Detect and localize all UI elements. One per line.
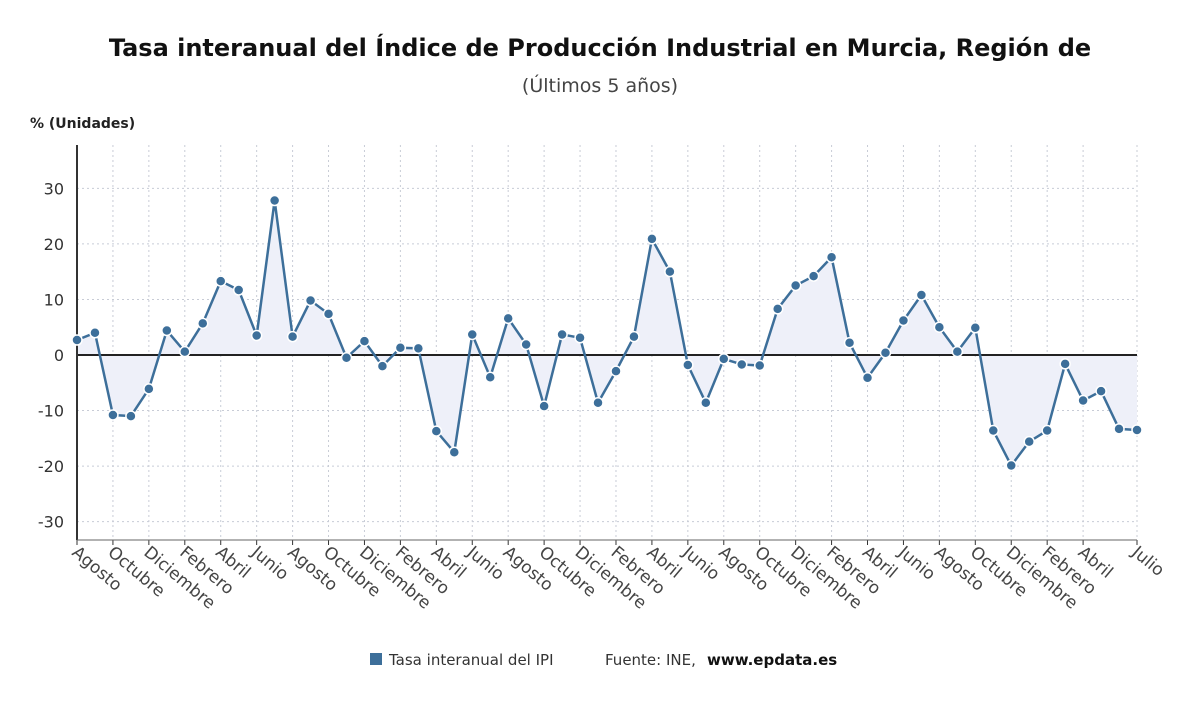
data-point	[897, 314, 910, 327]
data-point	[520, 338, 532, 351]
data-point	[448, 446, 461, 458]
data-point	[430, 425, 443, 437]
data-point	[268, 194, 281, 207]
data-point	[125, 410, 137, 422]
data-point	[915, 289, 928, 301]
source-url: www.epdata.es	[707, 651, 837, 669]
data-point	[71, 334, 83, 346]
data-point	[250, 329, 263, 342]
data-point	[466, 328, 479, 341]
data-point	[107, 409, 119, 421]
data-point	[376, 360, 389, 372]
data-point	[1113, 423, 1125, 435]
data-point	[682, 359, 694, 371]
data-point	[987, 424, 1000, 437]
y-tick-label: -20	[38, 457, 64, 476]
data-point	[825, 251, 838, 263]
data-point	[718, 353, 730, 365]
legend-swatch	[370, 653, 382, 665]
data-point	[753, 359, 766, 372]
data-point	[951, 345, 964, 358]
y-tick-label: 0	[54, 346, 64, 365]
data-point	[807, 270, 820, 282]
data-point	[484, 371, 496, 383]
data-point	[322, 308, 335, 320]
legend-label: Tasa interanual del IPI	[388, 651, 554, 669]
data-point	[143, 383, 155, 395]
data-point	[556, 328, 568, 341]
x-tick-label: Junio	[893, 542, 939, 585]
data-point	[412, 342, 425, 355]
data-point	[1023, 435, 1035, 448]
data-point	[574, 332, 586, 344]
data-point	[789, 279, 802, 292]
source-label: Fuente: INE,	[605, 651, 696, 669]
data-point	[592, 397, 604, 409]
x-tick-label: Julio	[1127, 542, 1168, 581]
data-point	[179, 345, 191, 358]
data-point	[286, 330, 299, 343]
data-point	[358, 335, 371, 347]
data-point	[771, 303, 784, 315]
data-point	[1131, 424, 1143, 436]
data-point	[1059, 358, 1071, 370]
y-tick-label: 10	[44, 290, 64, 309]
y-tick-label: 30	[44, 179, 64, 198]
legend: Tasa interanual del IPI Fuente: INE, www…	[370, 651, 837, 669]
data-point	[646, 233, 658, 245]
y-axis-label: % (Unidades)	[30, 116, 135, 132]
data-point	[628, 330, 640, 343]
data-point	[700, 397, 712, 409]
data-point	[89, 327, 101, 339]
data-point	[1077, 394, 1089, 407]
data-point	[969, 322, 982, 334]
data-point	[735, 358, 748, 371]
x-tick-label: Junio	[247, 542, 293, 585]
data-point	[1095, 385, 1107, 397]
data-point	[610, 365, 622, 377]
data-point	[214, 275, 227, 287]
y-tick-label: 20	[44, 235, 64, 254]
y-tick-label: -10	[38, 402, 64, 421]
x-tick-label: Junio	[462, 542, 508, 585]
chart-subtitle: (Últimos 5 años)	[522, 73, 678, 97]
data-point	[394, 342, 407, 354]
data-point	[304, 294, 317, 307]
area-fill	[77, 200, 1137, 466]
chart-title: Tasa interanual del Índice de Producción…	[109, 33, 1091, 62]
data-point	[861, 372, 874, 384]
data-point	[933, 321, 946, 333]
data-point	[232, 284, 245, 296]
y-tick-label: -30	[38, 513, 64, 532]
data-point	[538, 400, 550, 412]
data-point	[843, 337, 856, 349]
data-point	[879, 347, 892, 359]
data-point	[340, 352, 353, 364]
data-point	[1041, 424, 1053, 437]
data-point	[664, 265, 676, 278]
x-tick-label: Junio	[678, 542, 724, 585]
data-point	[197, 317, 209, 330]
data-point	[502, 312, 514, 325]
data-point	[161, 324, 173, 337]
data-point	[1005, 459, 1017, 472]
